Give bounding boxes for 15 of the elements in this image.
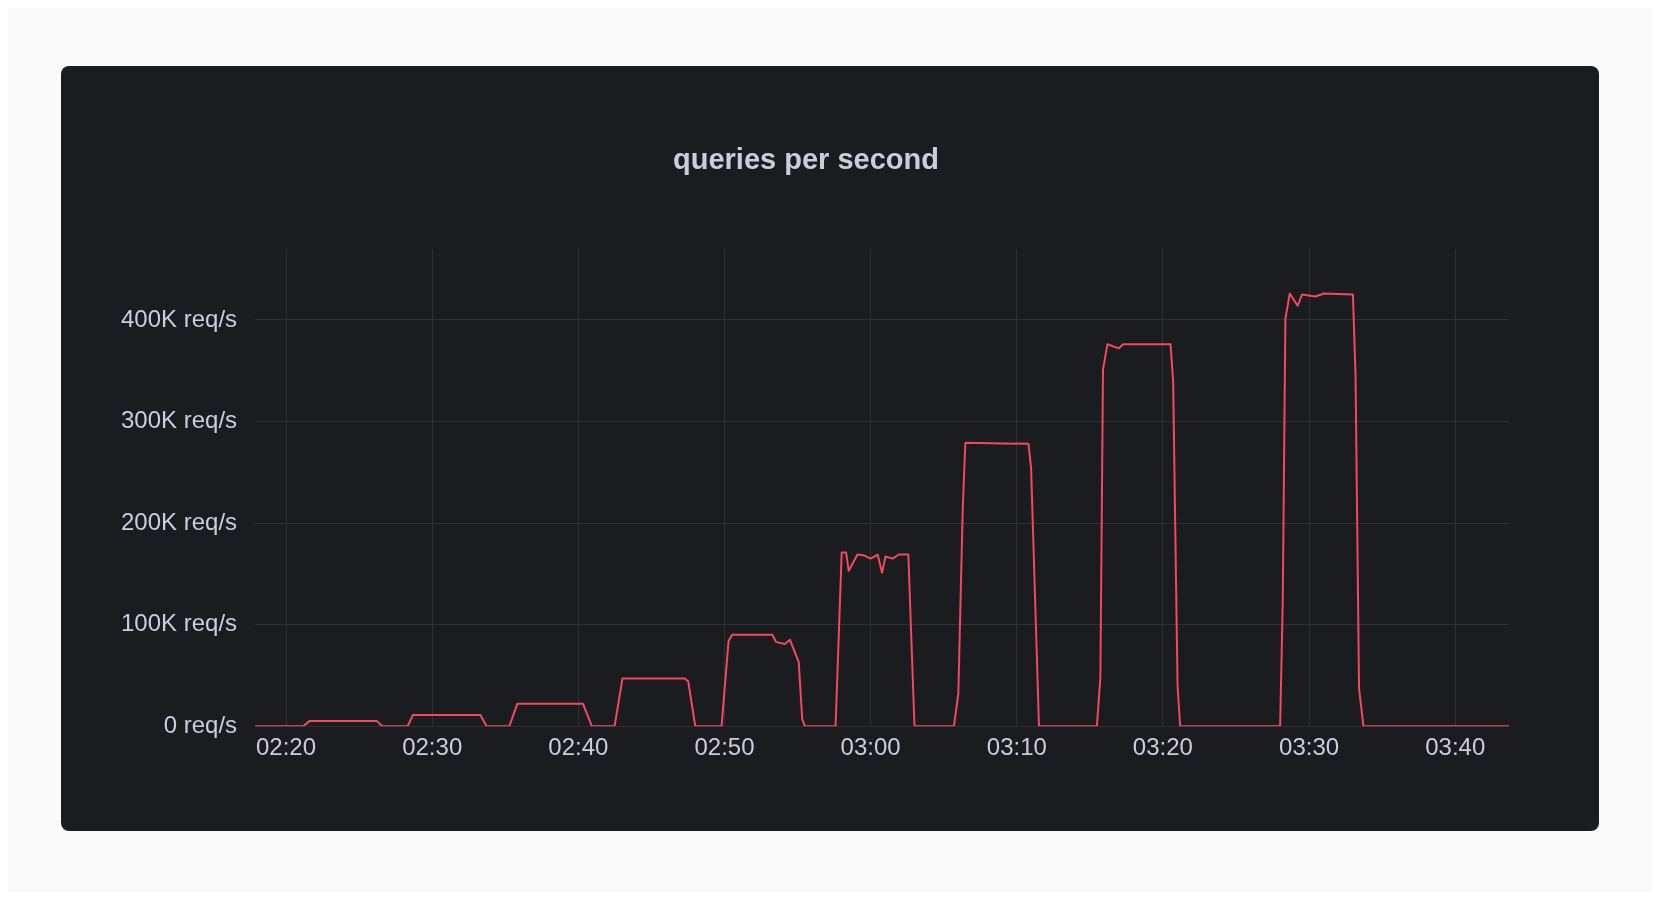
x-tick-label: 02:20 xyxy=(256,733,317,761)
x-tick-label: 02:50 xyxy=(694,733,755,761)
y-tick-label: 0 req/s xyxy=(163,710,238,738)
chart-title: queries per second xyxy=(673,143,939,176)
x-tick-label: 03:20 xyxy=(1132,733,1193,761)
x-tick-label: 02:30 xyxy=(402,733,463,761)
x-tick-label: 03:40 xyxy=(1425,733,1486,761)
x-tick-label: 03:00 xyxy=(840,733,901,761)
x-tick-label: 02:40 xyxy=(548,733,609,761)
y-tick-label: 400K req/s xyxy=(121,304,238,332)
x-tick-label: 03:10 xyxy=(986,733,1047,761)
y-tick-label: 200K req/s xyxy=(121,507,238,535)
x-tick-label: 03:30 xyxy=(1279,733,1340,761)
y-tick-label: 100K req/s xyxy=(121,609,238,637)
y-tick-label: 300K req/s xyxy=(121,406,238,434)
